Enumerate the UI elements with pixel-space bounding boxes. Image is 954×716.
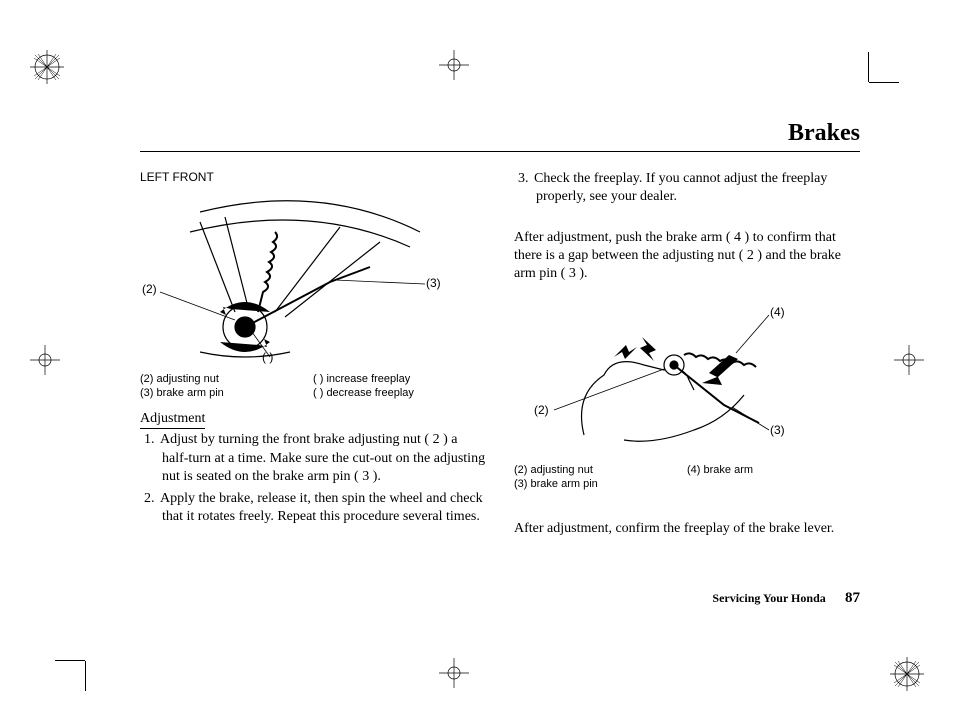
adjustment-steps-cont: Check the freeplay. If you cannot adjust… — [528, 170, 860, 206]
crop-mark-top — [439, 50, 469, 80]
legend-item: (3) brake arm pin — [140, 386, 313, 400]
left-column: LEFT FRONT — [140, 170, 486, 550]
legend-item: (2) adjusting nut — [514, 463, 687, 477]
crop-mark-bottom — [439, 658, 469, 688]
crop-line — [85, 661, 86, 691]
crop-line — [869, 82, 899, 83]
subhead-adjustment: Adjustment — [140, 410, 205, 429]
crop-mark-left — [30, 345, 60, 375]
crop-line — [868, 52, 869, 82]
legend-right: (2) adjusting nut (3) brake arm pin (4) … — [514, 463, 860, 492]
legend-item: ( ) increase freeplay — [313, 372, 486, 386]
page-title: Brakes — [140, 120, 860, 152]
callout-3: (3) — [426, 276, 441, 292]
crop-mark-right — [894, 345, 924, 375]
page-number: 87 — [845, 590, 860, 606]
step-2: Apply the brake, release it, then spin t… — [158, 490, 486, 526]
callout-blank: ( ) — [262, 350, 273, 366]
step-1: Adjust by turning the front brake adjust… — [158, 431, 486, 486]
callout-4: (4) — [770, 305, 785, 321]
callout-3: (3) — [770, 423, 785, 439]
registration-mark-tl — [30, 50, 64, 84]
section-name: Servicing Your Honda — [712, 591, 825, 605]
diagram-left-front: (2) (3) ( ) — [140, 192, 486, 362]
crop-line — [55, 660, 85, 661]
registration-mark-br — [890, 657, 924, 691]
legend-item: (3) brake arm pin — [514, 477, 687, 491]
legend-item: (4) brake arm — [687, 463, 860, 477]
diagram-gap-check: (2) (3) (4) — [514, 295, 860, 455]
adjustment-steps: Adjust by turning the front brake adjust… — [154, 431, 486, 526]
legend-item: ( ) decrease freeplay — [313, 386, 486, 400]
callout-2: (2) — [534, 403, 549, 419]
legend-left: (2) adjusting nut (3) brake arm pin ( ) … — [140, 372, 486, 401]
callout-2: (2) — [142, 282, 157, 298]
diagram-label: LEFT FRONT — [140, 170, 486, 186]
legend-item: (2) adjusting nut — [140, 372, 313, 386]
paragraph: After adjustment, confirm the freeplay o… — [514, 520, 860, 538]
right-column: Check the freeplay. If you cannot adjust… — [514, 170, 860, 550]
page-footer: Servicing Your Honda 87 — [712, 590, 860, 607]
paragraph: After adjustment, push the brake arm ( 4… — [514, 229, 860, 284]
step-3: Check the freeplay. If you cannot adjust… — [532, 170, 860, 206]
